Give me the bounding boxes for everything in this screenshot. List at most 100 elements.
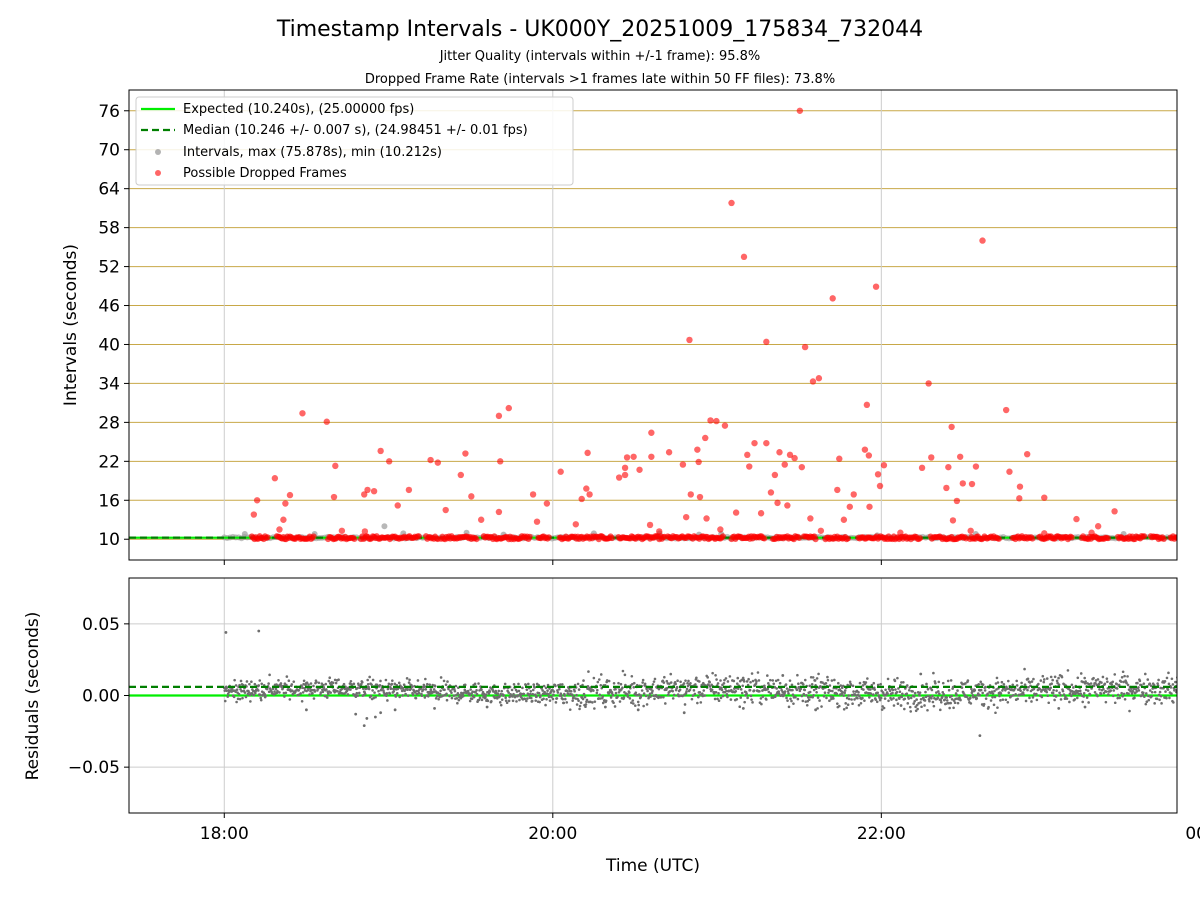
residual-point xyxy=(239,679,243,683)
residual-point xyxy=(522,692,526,696)
dropped-frame-point xyxy=(809,378,817,385)
residual-point xyxy=(700,692,704,695)
residual-point xyxy=(1127,692,1130,695)
residual-point xyxy=(468,693,471,697)
residual-point xyxy=(1035,698,1039,702)
residual-point xyxy=(786,689,790,693)
residual-point xyxy=(511,695,514,698)
residual-point xyxy=(888,689,892,693)
residual-point xyxy=(701,694,705,698)
residual-point xyxy=(989,699,993,702)
residual-point xyxy=(900,695,904,699)
residual-point xyxy=(471,690,474,693)
residual-point xyxy=(981,691,984,695)
residual-point xyxy=(858,694,861,698)
residual-point xyxy=(771,679,775,682)
dropped-frame-point xyxy=(861,446,869,453)
dropped-frame-point xyxy=(497,458,504,465)
residual-point xyxy=(1159,694,1163,698)
residual-point xyxy=(932,704,936,708)
intervals-legend[interactable]: Expected (10.240s), (25.00000 fps) Media… xyxy=(135,96,574,186)
residual-point xyxy=(562,701,566,705)
residual-point xyxy=(786,699,789,702)
residual-point xyxy=(939,698,943,702)
residual-point xyxy=(886,692,889,695)
residual-point xyxy=(617,690,621,694)
dropped-frame-point xyxy=(880,462,888,469)
residual-point xyxy=(226,695,230,698)
residual-point xyxy=(1094,679,1098,682)
residual-point xyxy=(359,682,363,686)
residual-point xyxy=(622,696,626,699)
residual-point xyxy=(1051,678,1054,682)
dropped-frame-point xyxy=(918,464,926,472)
residual-point xyxy=(863,699,866,702)
dropped-frame-point xyxy=(728,199,735,207)
residual-point xyxy=(746,696,749,700)
residual-point xyxy=(462,691,466,695)
dropped-frame-point xyxy=(405,486,413,494)
residual-point xyxy=(395,691,399,695)
residual-point xyxy=(1047,701,1051,705)
residual-point xyxy=(326,692,330,696)
residual-point xyxy=(1068,700,1071,704)
residual-point xyxy=(698,691,702,694)
residual-point xyxy=(1027,685,1030,689)
residual-point xyxy=(978,734,982,738)
residual-point xyxy=(630,674,634,678)
residual-point xyxy=(436,691,440,695)
residual-point xyxy=(453,689,457,693)
residual-point xyxy=(714,673,717,677)
dropped-frame-point xyxy=(1016,495,1023,502)
residual-point xyxy=(446,680,449,683)
residual-point xyxy=(1111,694,1115,698)
dropped-frame-point xyxy=(763,338,770,346)
residual-point xyxy=(268,673,271,677)
dropped-frame-point xyxy=(529,491,537,498)
residual-point xyxy=(548,699,552,702)
residual-point xyxy=(651,689,654,693)
residual-point xyxy=(618,700,622,703)
residual-point xyxy=(267,682,270,685)
residual-point xyxy=(841,684,845,688)
residual-point xyxy=(525,699,528,703)
dropped-frame-point xyxy=(338,527,346,534)
residual-point xyxy=(373,691,376,694)
residual-point xyxy=(621,686,624,690)
residual-point xyxy=(892,697,895,700)
residual-point xyxy=(402,683,406,687)
residual-point xyxy=(761,695,765,698)
residual-point xyxy=(747,677,750,681)
residual-point xyxy=(1102,687,1105,691)
residual-point xyxy=(711,671,714,675)
residual-point xyxy=(763,686,767,690)
residual-point xyxy=(809,675,813,679)
dropped-frame-point xyxy=(271,475,279,482)
residual-point xyxy=(891,691,894,695)
residual-point xyxy=(542,697,545,701)
residual-point xyxy=(785,687,789,690)
residual-point xyxy=(321,688,324,692)
residual-point xyxy=(407,681,411,684)
residual-point xyxy=(870,699,874,702)
residual-point xyxy=(1042,680,1046,684)
residual-point xyxy=(756,671,760,674)
residual-point xyxy=(441,694,445,697)
residuals-series xyxy=(129,629,1177,738)
residual-point xyxy=(820,705,823,708)
residual-point xyxy=(798,689,802,693)
residual-point xyxy=(542,684,546,688)
dropped-frame-rate-subtitle: Dropped Frame Rate (intervals >1 frames … xyxy=(365,72,835,87)
residual-point xyxy=(1122,692,1126,696)
residual-point xyxy=(410,685,414,689)
residual-point xyxy=(363,692,367,696)
residual-point xyxy=(424,688,428,691)
residual-point xyxy=(939,700,943,704)
residual-point xyxy=(577,688,581,691)
residual-point xyxy=(922,696,925,700)
residual-point xyxy=(950,697,954,701)
residual-point xyxy=(902,680,905,684)
residual-point xyxy=(1081,680,1085,684)
residual-point xyxy=(475,688,478,692)
dropped-frame-point xyxy=(740,253,748,261)
